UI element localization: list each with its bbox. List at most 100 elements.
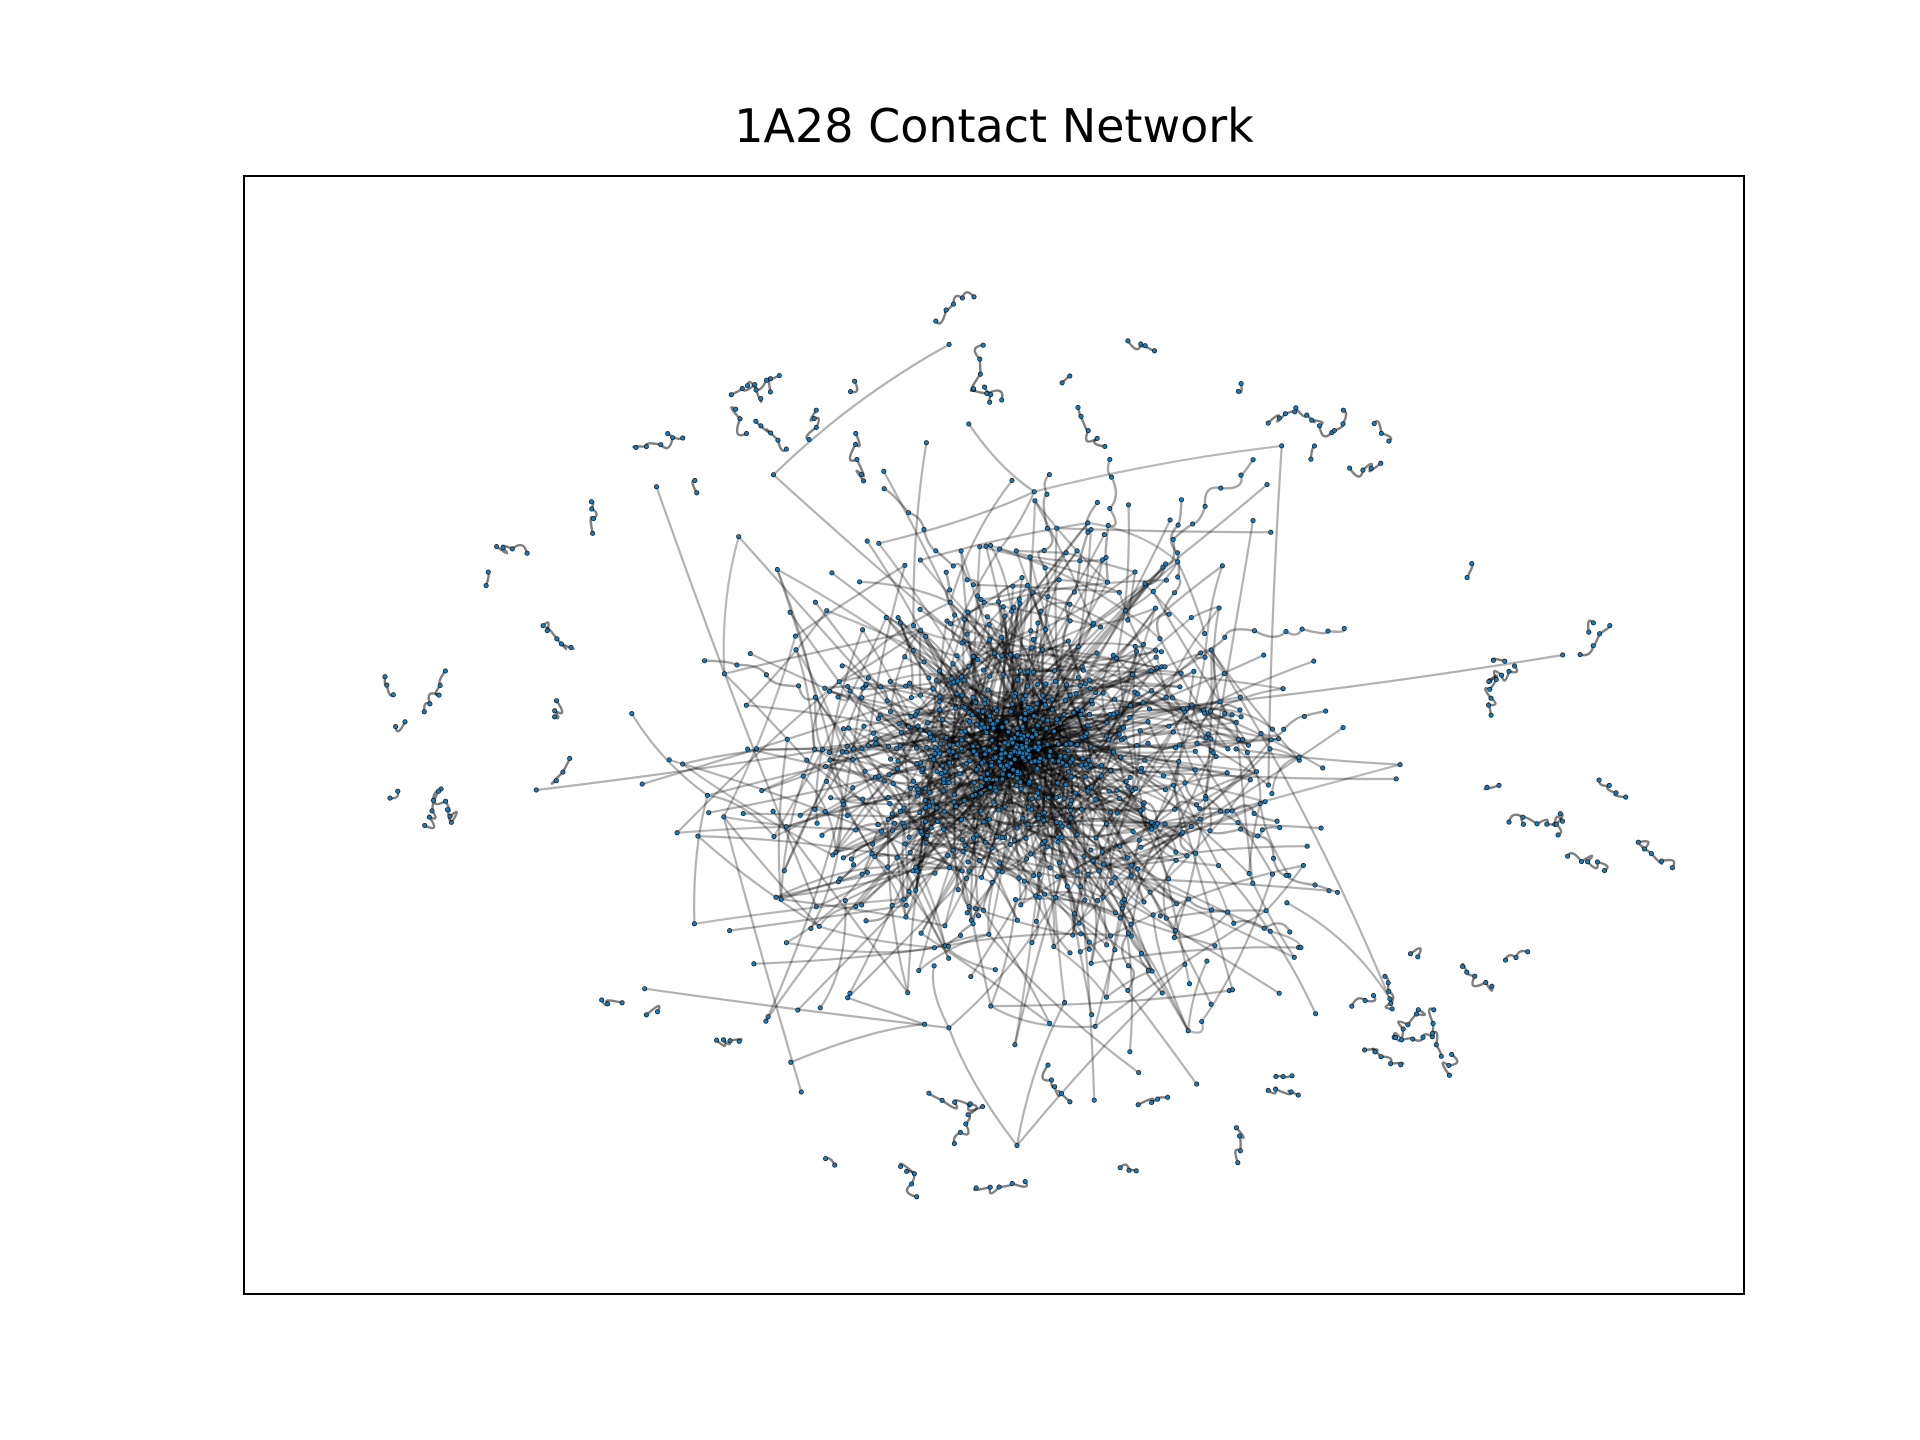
network-node (1042, 891, 1048, 897)
network-edge (1027, 740, 1039, 794)
network-edge (980, 726, 1003, 763)
network-node (1385, 980, 1391, 986)
network-node (787, 609, 793, 615)
network-node (1273, 1073, 1279, 1079)
network-edge (1115, 504, 1130, 659)
network-node (976, 857, 982, 863)
network-edge (1037, 656, 1157, 744)
network-edge (1077, 709, 1205, 746)
network-node (990, 725, 996, 731)
network-node (941, 826, 947, 832)
network-edge (682, 747, 815, 766)
network-edge (1016, 772, 1178, 905)
network-edge (1031, 747, 1050, 799)
network-node (813, 407, 819, 413)
network-node (1506, 668, 1512, 674)
network-edge (1019, 670, 1036, 717)
network-node (975, 593, 981, 599)
network-edge (1022, 727, 1110, 744)
network-node (971, 294, 977, 300)
network-edge (952, 681, 1003, 751)
network-edge (1112, 751, 1146, 765)
network-node (1503, 957, 1509, 963)
network-node (1074, 742, 1080, 748)
network-edge (1044, 811, 1152, 824)
network-node (951, 799, 957, 805)
network-edge (1144, 584, 1226, 675)
network-node (808, 925, 814, 931)
network-edge (920, 771, 1019, 934)
network-node (854, 456, 860, 462)
network-node (939, 763, 945, 769)
network-edge (852, 748, 950, 959)
network-edge (931, 965, 950, 1029)
network-node (812, 806, 818, 812)
network-edge (1162, 859, 1178, 919)
network-edge (912, 865, 1058, 878)
network-edge (852, 759, 885, 783)
network-node (885, 743, 891, 749)
network-edge (1172, 784, 1234, 991)
network-edge (887, 776, 982, 821)
network-node (1433, 1042, 1439, 1048)
network-node (1140, 700, 1146, 706)
network-edge (1146, 721, 1220, 867)
network-node (813, 904, 819, 910)
network-edge (954, 675, 991, 709)
network-edge (916, 652, 995, 713)
network-node (1635, 839, 1641, 845)
network-edge (935, 548, 1001, 681)
network-node (552, 708, 558, 714)
network-edge (1025, 739, 1100, 872)
network-edge (1028, 649, 1044, 759)
network-node (1613, 790, 1619, 796)
network-edge (776, 569, 817, 698)
network-edge (668, 758, 963, 872)
network-edge (1040, 758, 1093, 1015)
network-node (1534, 821, 1540, 827)
network-edge (1078, 531, 1090, 561)
network-node (1208, 736, 1214, 742)
network-edge (828, 629, 864, 761)
network-node (931, 963, 937, 969)
network-node (1259, 827, 1265, 833)
network-node (918, 760, 924, 766)
network-node (1035, 722, 1041, 728)
network-edge (1027, 670, 1108, 737)
network-edge (1083, 735, 1113, 883)
network-node (1025, 747, 1031, 753)
network-node (1216, 605, 1222, 611)
network-edge (919, 608, 1021, 672)
network-node (775, 437, 781, 443)
network-edge (992, 714, 1035, 730)
network-edge (1005, 721, 1178, 905)
network-node (1217, 699, 1223, 705)
network-edge (1151, 761, 1180, 824)
network-node (1309, 417, 1315, 423)
network-node (1043, 725, 1049, 731)
network-edge (1209, 738, 1244, 748)
network-node (1300, 862, 1306, 868)
network-edge (888, 724, 1088, 776)
network-node (1386, 988, 1392, 994)
network-edge (964, 812, 1044, 847)
network-node (692, 477, 698, 483)
network-node (1090, 858, 1096, 864)
network-node (1086, 939, 1092, 945)
network-node (721, 814, 727, 820)
network-node (1229, 808, 1235, 814)
network-edge (1017, 654, 1158, 669)
network-edge (536, 745, 848, 792)
network-edge (1037, 759, 1056, 799)
network-edge (795, 649, 844, 752)
network-node (436, 692, 442, 698)
network-edge (1056, 826, 1152, 878)
network-node (1040, 716, 1046, 722)
network-edge (990, 989, 1230, 1008)
network-node (1092, 1023, 1098, 1029)
network-edge (967, 578, 981, 597)
network-node (753, 387, 759, 393)
network-node (995, 868, 1001, 874)
network-edge (1233, 919, 1265, 930)
network-node (1596, 777, 1602, 783)
